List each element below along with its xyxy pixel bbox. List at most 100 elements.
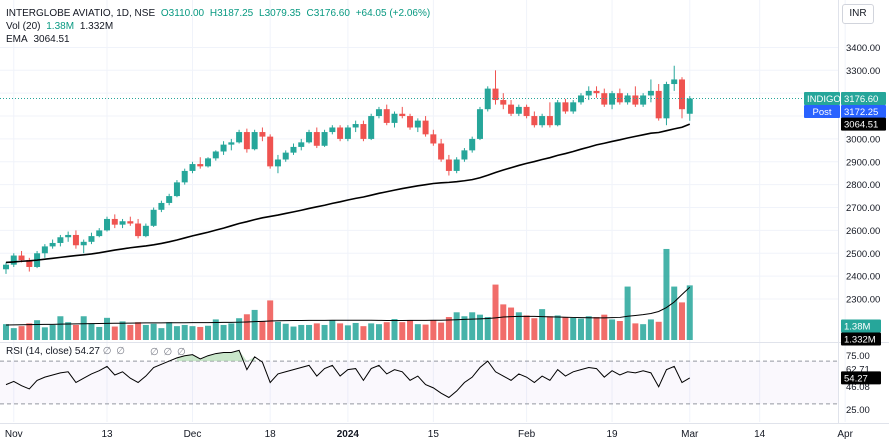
ema-label: EMA <box>6 34 28 45</box>
candle-body <box>80 241 87 246</box>
candle-body <box>554 102 561 126</box>
candle-body <box>228 142 235 145</box>
currency-button[interactable]: INR <box>842 4 874 24</box>
volume-bar <box>290 326 297 340</box>
volume-bar <box>344 325 351 340</box>
candle-body <box>655 90 662 119</box>
price-tick-label: 3300.00 <box>846 66 880 77</box>
volume-bar <box>647 319 654 340</box>
time-tick-label: 14 <box>754 429 766 440</box>
volume-bar <box>251 309 258 340</box>
rsi-dots-2: ∅ ∅ ∅ <box>150 347 187 358</box>
rsi-dots: ∅ ∅ <box>102 346 126 357</box>
volume-bar <box>640 324 647 340</box>
volume-pane <box>3 248 693 340</box>
price-tick-label: 2400.00 <box>846 272 880 283</box>
candle-body <box>321 132 328 146</box>
candle-body <box>422 120 429 135</box>
volume-bar <box>150 323 157 340</box>
volume-bar <box>368 323 375 340</box>
candle-body <box>616 93 623 103</box>
candle-body <box>407 116 414 128</box>
candle-body <box>173 182 180 197</box>
candle-body <box>546 116 553 126</box>
candle-body <box>585 90 592 96</box>
price-tick-label: 2800.00 <box>846 180 880 191</box>
volume-bar <box>407 320 414 340</box>
candle-body <box>274 159 281 167</box>
ema-line <box>5 123 691 264</box>
volume-bar <box>26 323 33 340</box>
volume-bar <box>554 315 561 340</box>
vol-ma-value: 1.332M <box>79 21 114 32</box>
volume-bar <box>173 326 180 340</box>
candle-body <box>414 120 421 128</box>
candle-body <box>577 95 584 103</box>
volume-bar <box>476 314 483 340</box>
last-price-tag-bg <box>841 92 886 106</box>
price-axis[interactable]: 2300.00 2400.00 2500.00 2600.00 2700.00 2800.… <box>5 43 889 440</box>
volume-bar <box>562 317 569 340</box>
candle-body <box>492 88 499 101</box>
close-value: C3176.60 <box>306 8 350 19</box>
volume-bar <box>360 326 367 340</box>
volume-tag: 1.38M <box>844 322 870 333</box>
candle-body <box>10 255 17 265</box>
time-tick-label: 15 <box>428 429 440 440</box>
volume-bar <box>104 317 111 340</box>
volume-bar <box>181 324 188 340</box>
candle-body <box>259 132 266 137</box>
rsi-band <box>0 361 838 404</box>
volume-bar <box>500 304 507 340</box>
candle-body <box>3 264 9 270</box>
volume-bar <box>57 316 64 340</box>
candle-body <box>243 132 250 150</box>
candle-body <box>150 209 157 226</box>
symbol-legend[interactable]: INTERGLOBE AVIATIO, 1D, NSE O3110.00 H31… <box>6 8 433 19</box>
volume-bar <box>546 316 553 340</box>
volume-bar <box>197 326 204 340</box>
volume-bar <box>49 324 56 340</box>
candle-body <box>383 109 390 123</box>
candle-body <box>593 90 600 94</box>
volume-ma-line <box>5 286 691 326</box>
time-tick-label: 19 <box>606 429 618 440</box>
volume-bar <box>119 321 126 340</box>
candle-body <box>119 221 126 225</box>
candle-body <box>647 90 654 96</box>
candle-body <box>329 127 336 133</box>
candle-body <box>72 234 79 246</box>
volume-legend[interactable]: Vol (20) 1.38M 1.332M <box>6 21 116 32</box>
ema-legend[interactable]: EMA 3064.51 <box>6 34 73 45</box>
candle-body <box>508 104 515 114</box>
volume-bar <box>96 326 103 340</box>
candle-body <box>127 221 134 224</box>
candle-body <box>290 146 297 153</box>
candle-body <box>601 93 608 105</box>
time-tick-label: Dec <box>184 429 202 440</box>
candle-body <box>469 138 476 151</box>
candle-body <box>158 202 165 210</box>
volume-bar <box>243 314 250 340</box>
volume-bar <box>671 286 678 340</box>
volume-bar <box>274 321 281 340</box>
ticker-tag: INDIGO <box>807 94 841 105</box>
candle-body <box>344 127 351 139</box>
rsi-tick-label: 62.71 <box>846 364 870 375</box>
volume-bar <box>391 319 398 340</box>
ema-tag-bg <box>841 117 886 131</box>
price-tick-label: 2700.00 <box>846 203 880 214</box>
volume-bar <box>609 319 616 340</box>
volume-bar <box>337 323 344 340</box>
rsi-legend[interactable]: RSI (14, close) 54.27 ∅ ∅ <box>6 346 126 357</box>
price-tick-label: 2300.00 <box>846 294 880 305</box>
volume-bar <box>445 317 452 340</box>
rsi-tick-label: 75.00 <box>846 351 870 362</box>
candle-body <box>166 196 173 203</box>
rsi-tag-bg <box>841 371 881 385</box>
volume-bar <box>34 320 41 340</box>
rsi-tick-label: 25.00 <box>846 405 870 416</box>
volume-bar <box>18 326 25 340</box>
candle-body <box>251 132 258 150</box>
